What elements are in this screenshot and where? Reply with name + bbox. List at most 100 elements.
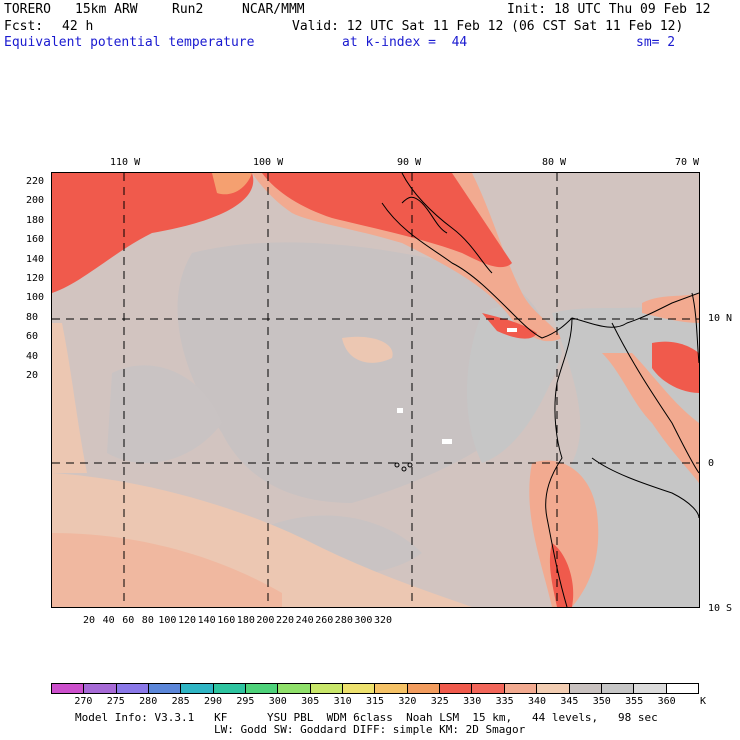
theta-e-map	[51, 172, 700, 608]
physics-info: LW: Godd SW: Goddard DIFF: simple KM: 2D…	[214, 723, 526, 736]
run-name: Run2	[172, 2, 204, 17]
grid-x-label: 20	[83, 615, 96, 626]
colorbar-segment	[84, 684, 117, 693]
colorbar-segment	[569, 684, 602, 693]
longitude-label: 80 W	[542, 157, 567, 168]
colorbar-label: 300	[268, 696, 287, 707]
grid-x-label: 60	[122, 615, 135, 626]
grid-x-label: 220	[276, 615, 295, 626]
colorbar-segment	[213, 684, 247, 693]
grid-y-label: 200	[26, 195, 45, 207]
colorbar-label: 330	[463, 696, 482, 707]
grid-x-label: 280	[334, 615, 353, 626]
border	[611, 322, 699, 474]
cool-region	[177, 242, 558, 504]
field-name: Equivalent potential temperature	[4, 35, 255, 50]
colorbar-segment	[375, 684, 408, 693]
warm-band	[52, 323, 87, 473]
smoothing-label: sm= 2	[636, 35, 676, 50]
grid-y-label: 80	[26, 311, 39, 323]
colorbar-label: 355	[625, 696, 644, 707]
hottest-region	[212, 173, 252, 195]
cold-spot	[507, 328, 517, 332]
hot-region	[482, 313, 537, 339]
border	[591, 457, 699, 519]
colorbar-label: 295	[236, 696, 255, 707]
forecast-label: Fcst:	[4, 19, 44, 34]
colorbar-label: 340	[527, 696, 547, 707]
colorbar-unit: K	[700, 696, 707, 707]
grid-x-label: 120	[178, 615, 197, 626]
cool-region	[467, 305, 562, 463]
grid-x-label: 80	[141, 615, 154, 626]
grid-y-label: 100	[26, 292, 45, 304]
colorbar-segment	[634, 684, 667, 693]
longitude-label: 90 W	[397, 157, 422, 168]
model-name: TORERO	[4, 2, 51, 17]
coastline	[381, 202, 699, 339]
grid-x-label: 180	[236, 615, 255, 626]
grid-y-label: 160	[26, 234, 45, 246]
colorbar-label: 280	[139, 696, 158, 707]
longitude-label: 110 W	[110, 157, 141, 168]
colorbar-segment	[246, 684, 279, 693]
colorbar-segment	[440, 684, 473, 693]
grid-x-label: 300	[354, 615, 373, 626]
grid-y-label: 220	[26, 176, 45, 187]
map-canvas	[52, 173, 699, 607]
colorbar-segment	[278, 684, 311, 693]
colorbar-label: 305	[301, 696, 320, 707]
hot-region	[652, 341, 699, 393]
grid-x-label: 140	[197, 615, 216, 626]
colorbar	[51, 683, 699, 694]
colorbar-label: 310	[333, 696, 352, 707]
grid-y-label: 20	[26, 370, 39, 381]
colorbar-segment	[310, 684, 344, 693]
coastline	[401, 173, 493, 274]
galapagos-island	[401, 466, 407, 472]
latitude-label: 10 N	[708, 313, 733, 324]
graticule	[52, 173, 699, 607]
hot-region	[262, 173, 512, 268]
colorbar-segment	[181, 684, 214, 693]
warm-region	[642, 293, 699, 323]
hot-region	[549, 543, 574, 607]
colorbar-label: 360	[657, 696, 676, 707]
level-label: at k-index = 44	[342, 35, 468, 50]
colorbar-label: 290	[203, 696, 223, 707]
galapagos-island	[407, 462, 413, 468]
grid-x-label: 320	[374, 615, 393, 626]
cold-spot	[397, 408, 403, 413]
warm-region	[602, 353, 699, 483]
border	[691, 292, 699, 364]
border	[401, 196, 448, 234]
valid-time: Valid: 12 UTC Sat 11 Feb 12 (06 CST Sat …	[292, 19, 684, 34]
latitude-label: 0	[708, 458, 715, 469]
colorbar-segment	[149, 684, 182, 693]
grid-y-label: 140	[26, 253, 45, 265]
grid-x-label: 100	[158, 615, 177, 626]
coastline	[545, 317, 573, 607]
colorbar-label: 325	[430, 696, 449, 707]
grid-y-label: 40	[26, 350, 39, 362]
init-time: Init: 18 UTC Thu 09 Feb 12	[507, 2, 711, 17]
grid-y-label: 180	[26, 214, 45, 226]
colorbar-segment	[601, 684, 635, 693]
latitude-label: 10 S	[708, 603, 733, 614]
model-resolution: 15km ARW	[75, 2, 138, 17]
organization: NCAR/MMM	[242, 2, 305, 17]
colorbar-label: 270	[74, 696, 93, 707]
model-info: Model Info: V3.3.1 KF YSU PBL WDM 6class…	[75, 711, 658, 724]
warm-patch	[342, 336, 393, 363]
grid-x-label: 260	[315, 615, 334, 626]
cool-region	[107, 365, 222, 463]
colorbar-label: 285	[171, 696, 190, 707]
forecast-hour: 42 h	[62, 19, 94, 34]
colorbar-segment	[116, 684, 150, 693]
colorbar-segment	[537, 684, 570, 693]
cold-spot	[442, 439, 452, 444]
colorbar-label: 315	[365, 696, 385, 707]
grid-x-label: 240	[295, 615, 314, 626]
longitude-label: 100 W	[253, 157, 284, 168]
hot-region	[52, 173, 254, 293]
